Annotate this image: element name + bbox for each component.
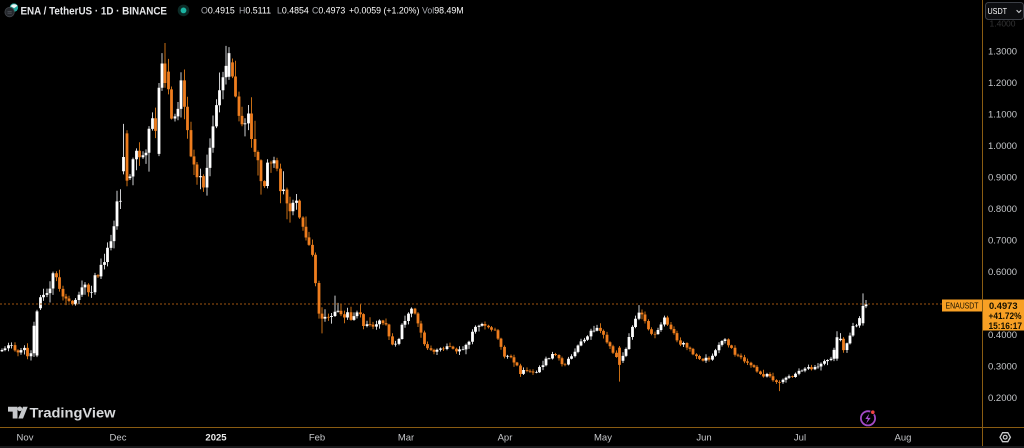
svg-text:O0.4915: O0.4915 [201,5,235,15]
svg-text:H0.5111: H0.5111 [239,5,271,15]
svg-text:Apr: Apr [498,433,513,444]
svg-text:1.4000: 1.4000 [990,19,1016,29]
svg-text:0.9000: 0.9000 [988,173,1017,184]
svg-text:Mar: Mar [398,433,414,444]
svg-text:15:16:17: 15:16:17 [989,321,1023,331]
svg-text:C0.4973: C0.4973 [312,5,345,15]
svg-text:ENAUSDT: ENAUSDT [946,302,979,311]
svg-text:TradingView: TradingView [30,405,116,421]
svg-text:0.4973: 0.4973 [989,301,1018,311]
svg-text:0.6000: 0.6000 [988,267,1017,278]
svg-text:USDT: USDT [988,6,1008,16]
svg-text:Dec: Dec [110,433,127,444]
svg-text:0.4000: 0.4000 [988,330,1017,341]
svg-text:Nov: Nov [17,433,34,444]
svg-text:1.2000: 1.2000 [988,78,1017,89]
svg-text:0.7000: 0.7000 [988,236,1017,247]
svg-text:+41.72%: +41.72% [989,311,1022,321]
svg-text:0.8000: 0.8000 [988,204,1017,215]
svg-text:0.3000: 0.3000 [988,362,1017,373]
svg-text:Feb: Feb [309,433,325,444]
svg-text:1.0000: 1.0000 [988,141,1017,152]
svg-text:Aug: Aug [895,433,912,444]
svg-text:1.1000: 1.1000 [988,110,1017,121]
svg-text:1.3000: 1.3000 [988,47,1017,58]
svg-text:Jul: Jul [794,433,806,444]
svg-text:Jun: Jun [696,433,711,444]
svg-text:+0.0059 (+1.20%): +0.0059 (+1.20%) [349,5,419,15]
svg-text:L0.4854: L0.4854 [277,5,309,15]
svg-text:May: May [594,433,612,444]
svg-text:0.2000: 0.2000 [988,393,1017,404]
svg-text:ENA / TetherUS · 1D · BINANCE: ENA / TetherUS · 1D · BINANCE [21,6,168,18]
svg-text:2025: 2025 [205,433,227,444]
svg-text:Vol98.49M: Vol98.49M [422,5,464,15]
